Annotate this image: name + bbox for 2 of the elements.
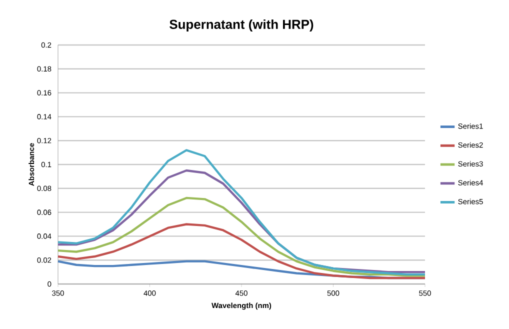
line-series	[56, 196, 426, 277]
chart-title: Supernatant (with HRP)	[170, 19, 314, 32]
